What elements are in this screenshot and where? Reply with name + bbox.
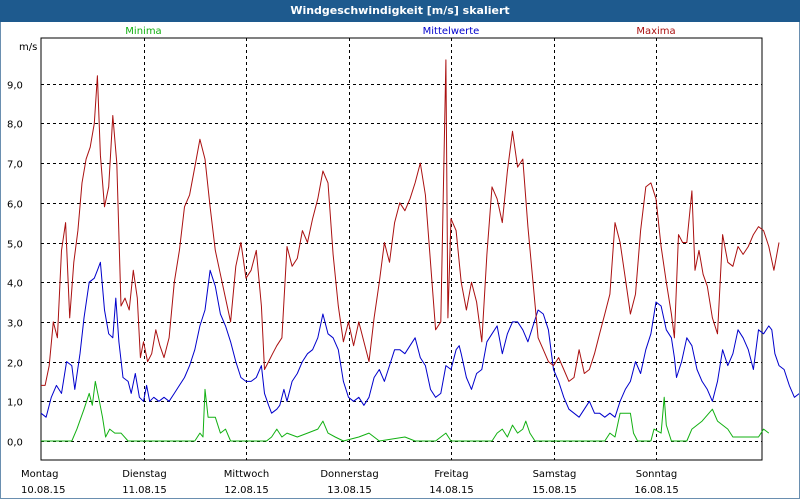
legend-minima: Minima [125,26,161,37]
y-tick-label: 3,0 [7,319,23,330]
series-line-mittel [40,261,799,418]
x-tick-date: 13.08.15 [327,485,372,496]
x-tick-date: 11.08.15 [122,485,167,496]
y-tick-label: 1,0 [7,398,23,409]
axes [40,37,763,461]
legend-mittel: Mittelwerte [423,26,480,37]
x-tick-day: Donnerstag [320,469,378,480]
chart-panel: Minima Mittelwerte Maxima 0,0 1,0 2,0 3,0 4,0 5… [0,22,800,499]
y-tick-label: 0,0 [7,438,23,449]
y-tick-label: 5,0 [7,240,23,251]
y-axis-label: m/s [19,42,37,53]
y-tick-label: 9,0 [7,81,23,92]
x-tick-day: Sonntag [636,469,678,480]
x-tick-date: 12.08.15 [224,485,269,496]
x-tick-day: Mittwoch [224,469,269,480]
plot-area-border [40,37,763,461]
x-tick-date: 16.08.15 [634,485,679,496]
wind-speed-chart: Minima Mittelwerte Maxima 0,0 1,0 2,0 3,0 4,0 5… [7,26,799,496]
y-tick-label: 6,0 [7,200,23,211]
legend-maxima: Maxima [636,26,675,37]
x-tick-date: 10.08.15 [21,485,66,496]
y-tick-label: 8,0 [7,120,23,131]
x-tick-day: Freitag [434,469,468,480]
series-line-minima [41,380,770,442]
grid [41,38,762,460]
y-tick-label: 7,0 [7,160,23,171]
axis-labels: 0,0 1,0 2,0 3,0 4,0 5,0 6,0 7,0 8,0 9,0 m/s Montag 1… [7,42,679,496]
legend: Minima Mittelwerte Maxima [125,26,675,37]
series [40,59,799,442]
y-tick-label: 4,0 [7,279,23,290]
series-line-maxima [41,59,780,386]
x-tick-date: 15.08.15 [532,485,577,496]
x-tick-day: Dienstag [122,469,167,480]
x-tick-date: 14.08.15 [429,485,474,496]
x-tick-day: Montag [21,469,58,480]
window-title: Windgeschwindigkeit [m/s] skaliert [0,0,800,22]
y-tick-label: 2,0 [7,359,23,370]
x-tick-day: Samstag [533,469,577,480]
